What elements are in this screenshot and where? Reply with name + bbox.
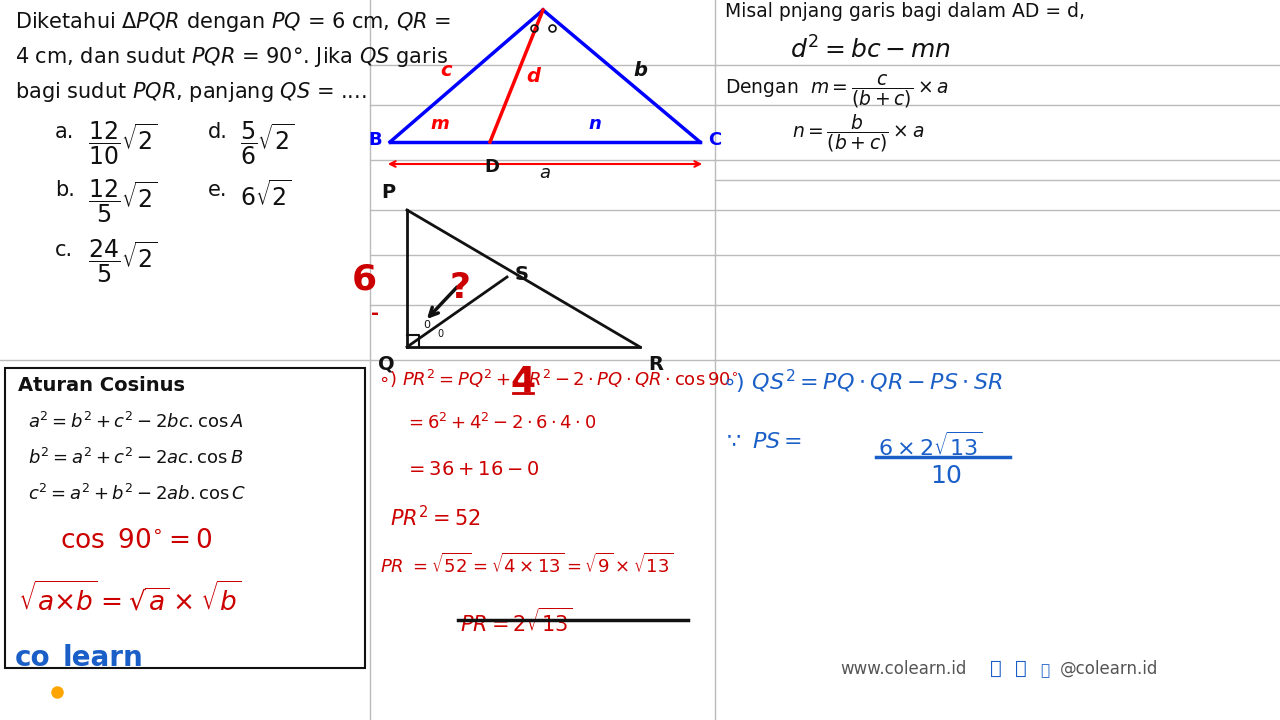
Text: Ⓜ: Ⓜ: [1015, 659, 1027, 678]
Text: $6\sqrt{2}$: $6\sqrt{2}$: [241, 180, 292, 210]
Text: b: b: [634, 61, 646, 81]
Text: 4 cm, dan sudut $PQR$ = 90°. Jika $QS$ garis: 4 cm, dan sudut $PQR$ = 90°. Jika $QS$ g…: [15, 45, 448, 69]
Text: $\sqrt{a{\times}b}=\sqrt{a}\times\sqrt{b}$: $\sqrt{a{\times}b}=\sqrt{a}\times\sqrt{b…: [18, 582, 242, 616]
Text: Aturan Cosinus: Aturan Cosinus: [18, 376, 186, 395]
Text: m: m: [430, 115, 449, 133]
Text: $n = \dfrac{b}{(b+c)} \times a$: $n = \dfrac{b}{(b+c)} \times a$: [792, 112, 924, 154]
Text: $a$: $a$: [539, 164, 550, 182]
Text: $PR = 2\sqrt{13}$: $PR = 2\sqrt{13}$: [460, 608, 572, 636]
Text: bagi sudut $PQR$, panjang $QS$ = ....: bagi sudut $PQR$, panjang $QS$ = ....: [15, 80, 366, 104]
Text: 0: 0: [436, 329, 443, 339]
Text: n: n: [589, 115, 602, 133]
Text: R: R: [648, 355, 663, 374]
Text: B: B: [369, 131, 381, 149]
Text: a.: a.: [55, 122, 74, 142]
Text: $10$: $10$: [931, 464, 963, 488]
Text: @colearn.id: @colearn.id: [1060, 660, 1158, 678]
Text: $\because\ PS =$: $\because\ PS =$: [722, 432, 803, 452]
Text: D: D: [485, 158, 499, 176]
Text: $= 36+16-0$: $= 36+16-0$: [404, 460, 539, 479]
Text: $c^2 = a^2 + b^2 - 2ab.\cos C$: $c^2 = a^2 + b^2 - 2ab.\cos C$: [28, 484, 246, 504]
Text: d: d: [526, 66, 540, 86]
Text: 0: 0: [424, 320, 430, 330]
Text: d.: d.: [207, 122, 228, 142]
Text: $d^2 = bc - mn$: $d^2 = bc - mn$: [790, 36, 951, 63]
Text: ?: ?: [449, 271, 471, 305]
Text: 🎵: 🎵: [1039, 663, 1050, 678]
Text: $6 \times 2\sqrt{13}$: $6 \times 2\sqrt{13}$: [878, 432, 982, 461]
Text: $PR^2 = 52$: $PR^2 = 52$: [390, 505, 480, 530]
Text: S: S: [515, 264, 529, 284]
Text: $\dfrac{5}{6}\sqrt{2}$: $\dfrac{5}{6}\sqrt{2}$: [241, 120, 294, 167]
Text: $\dfrac{12}{10}\sqrt{2}$: $\dfrac{12}{10}\sqrt{2}$: [88, 120, 157, 167]
Text: www.colearn.id: www.colearn.id: [840, 660, 966, 678]
Bar: [5, 368, 365, 668]
Text: e.: e.: [207, 180, 228, 200]
Text: C: C: [708, 131, 721, 149]
Text: Q: Q: [379, 355, 396, 374]
Text: c.: c.: [55, 240, 73, 260]
Text: Diketahui $\Delta PQR$ dengan $PQ$ = 6 cm, $QR$ =: Diketahui $\Delta PQR$ dengan $PQ$ = 6 c…: [15, 10, 451, 34]
Text: $\dfrac{12}{5}\sqrt{2}$: $\dfrac{12}{5}\sqrt{2}$: [88, 178, 157, 225]
Text: $b^2 = a^2 + c^2 - 2ac.\cos B$: $b^2 = a^2 + c^2 - 2ac.\cos B$: [28, 448, 243, 468]
Text: -: -: [371, 304, 379, 323]
Text: P: P: [381, 183, 396, 202]
Text: co: co: [15, 644, 51, 672]
Text: $\circ)\ PR^2 = PQ^2 + QR^2 - 2 \cdot PQ \cdot QR \cdot \cos 90^{\circ}$: $\circ)\ PR^2 = PQ^2 + QR^2 - 2 \cdot PQ…: [378, 368, 739, 390]
Text: learn: learn: [63, 644, 143, 672]
Text: 4: 4: [511, 365, 535, 399]
Text: $\dfrac{24}{5}\sqrt{2}$: $\dfrac{24}{5}\sqrt{2}$: [88, 238, 157, 285]
Text: $PR\ =\sqrt{52}=\sqrt{4\times13}=\sqrt{9}\times\sqrt{13}$: $PR\ =\sqrt{52}=\sqrt{4\times13}=\sqrt{9…: [380, 553, 673, 577]
Text: 📷: 📷: [989, 659, 1002, 678]
Text: $\circ)\ QS^2 = PQ \cdot QR - PS \cdot SR$: $\circ)\ QS^2 = PQ \cdot QR - PS \cdot S…: [722, 368, 1002, 396]
Text: $\cos\ 90^{\circ}=0$: $\cos\ 90^{\circ}=0$: [60, 528, 212, 554]
Text: $a^2 = b^2 + c^2 - 2bc.\cos A$: $a^2 = b^2 + c^2 - 2bc.\cos A$: [28, 412, 243, 432]
Text: Misal pnjang garis bagi dalam AD = d,: Misal pnjang garis bagi dalam AD = d,: [724, 2, 1085, 21]
Text: b.: b.: [55, 180, 74, 200]
Text: $= 6^2+4^2-2\cdot6\cdot4\cdot0$: $= 6^2+4^2-2\cdot6\cdot4\cdot0$: [404, 413, 596, 433]
Text: Dengan  $m = \dfrac{c}{(b+c)} \times a$: Dengan $m = \dfrac{c}{(b+c)} \times a$: [724, 72, 948, 110]
Text: c: c: [440, 61, 452, 81]
Text: 6: 6: [352, 262, 378, 296]
